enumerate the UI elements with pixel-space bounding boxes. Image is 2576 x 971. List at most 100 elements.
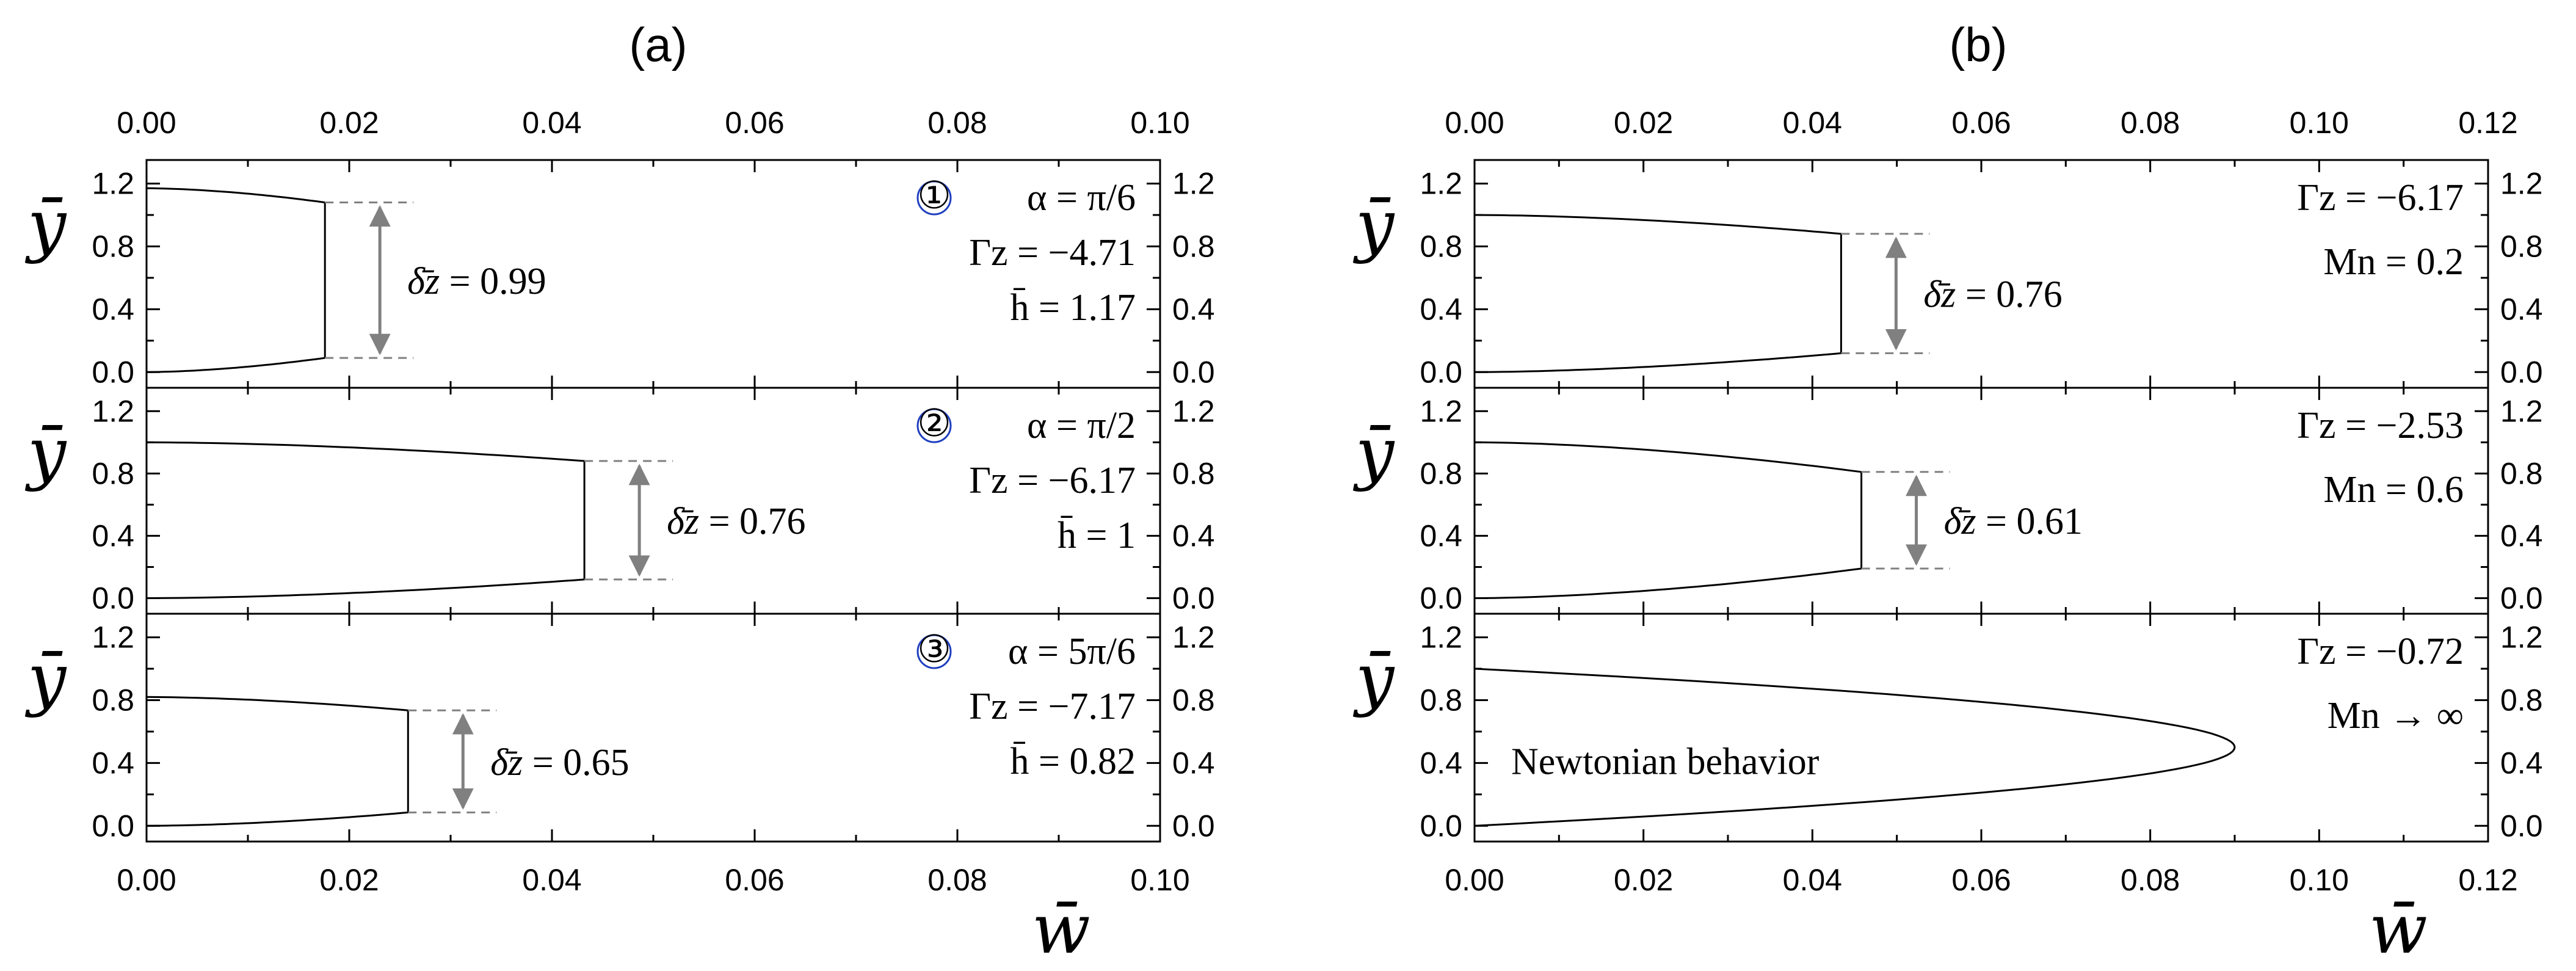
panel-b-subplot-2: 0.0 0.0 0.4 0.4 0.8 0.8 1.2 1.2 ȳ δ̄z = 0.61 Γz = … — [1352, 387, 2543, 615]
x-tick-label-bottom: 0.06 — [725, 863, 784, 897]
y-tick-label-right: 0.4 — [2500, 292, 2543, 326]
annotation-line: α = π/6 — [1027, 177, 1136, 219]
annotation-line: Γz = −0.72 — [2297, 631, 2464, 672]
plug-width-label: δ̄z = 0.76 — [1923, 274, 2062, 316]
y-tick-label-right: 0.4 — [1172, 518, 1215, 553]
x-tick-label-bottom: 0.12 — [2458, 863, 2517, 897]
x-tick-label-top: 0.12 — [2458, 106, 2517, 140]
y-tick-label-right: 1.2 — [1172, 167, 1215, 201]
marker-label: ② — [917, 403, 951, 445]
marker-circle — [916, 408, 952, 443]
x-tick-label-bottom: 0.06 — [1951, 863, 2011, 897]
panel-b-subplot-3: 0.0 0.0 0.4 0.4 0.8 0.8 1.2 1.2 ȳ Γz = −0.72 Mn → … — [1352, 613, 2543, 843]
y-tick-label-right: 0.0 — [2500, 355, 2543, 389]
velocity-profile-line — [146, 441, 586, 599]
x-tick-label-bottom: 0.04 — [1783, 863, 1842, 897]
y-tick-label-right: 0.8 — [1172, 456, 1215, 490]
x-tick-label-bottom: 0.04 — [522, 863, 581, 897]
plug-width-label: δ̄z = 0.76 — [667, 501, 805, 542]
marker-label: ③ — [917, 629, 951, 671]
x-tick-label-top: 0.06 — [725, 106, 784, 140]
y-tick-label-right: 1.2 — [2500, 167, 2543, 201]
y-tick-label-left: 0.4 — [92, 746, 134, 780]
plug-width-label: δ̄z = 0.65 — [490, 742, 629, 784]
y-tick-label-left: 0.4 — [92, 292, 134, 326]
y-tick-label-right: 0.8 — [2500, 683, 2543, 717]
panel-a-title: (a) — [629, 18, 687, 71]
x-tick-label-bottom: 0.10 — [2290, 863, 2349, 897]
y-tick-label-left: 1.2 — [92, 620, 134, 655]
y-tick-label-right: 1.2 — [1172, 394, 1215, 428]
x-tick-label-bottom: 0.10 — [1130, 863, 1189, 897]
y-tick-label-left: 1.2 — [1420, 394, 1462, 428]
y-tick-label-left: 0.4 — [1420, 292, 1462, 326]
marker-label: ① — [917, 175, 951, 217]
y-tick-label-right: 0.4 — [1172, 746, 1215, 780]
y-axis-label: ȳ — [24, 186, 67, 265]
y-tick-label-left: 0.0 — [92, 809, 134, 843]
x-tick-label-top: 0.06 — [1951, 106, 2011, 140]
x-tick-label-bottom: 0.02 — [1614, 863, 1673, 897]
y-axis-label: ȳ — [1352, 186, 1395, 265]
annotation-line: Γz = −6.17 — [2297, 177, 2464, 219]
annotation-line: Mn → ∞ — [2327, 695, 2464, 736]
y-tick-label-left: 1.2 — [1420, 167, 1462, 201]
velocity-profile-line — [1474, 214, 1842, 373]
y-tick-label-left: 0.8 — [1420, 683, 1462, 717]
y-tick-label-left: 0.0 — [1420, 809, 1462, 843]
y-tick-label-left: 0.0 — [92, 581, 134, 615]
y-tick-label-right: 0.0 — [1172, 809, 1215, 843]
x-tick-label-top: 0.10 — [2290, 106, 2349, 140]
y-tick-label-left: 0.8 — [1420, 456, 1462, 490]
y-tick-label-left: 1.2 — [92, 394, 134, 428]
panel-a-x-axis-label: w̄ — [1032, 890, 1090, 969]
x-tick-label-bottom: 0.08 — [927, 863, 987, 897]
y-tick-label-right: 0.0 — [1172, 355, 1215, 389]
x-tick-label-top: 0.00 — [1445, 106, 1504, 140]
annotation-line: Mn = 0.2 — [2323, 241, 2464, 283]
y-tick-label-left: 0.4 — [92, 518, 134, 553]
y-tick-label-left: 0.8 — [92, 229, 134, 263]
annotation-line: α = π/2 — [1027, 405, 1136, 446]
panel-a-subplot-2: 0.0 0.0 0.4 0.4 0.8 0.8 1.2 1.2 ȳ δ̄z = 0.76 α = π… — [24, 387, 1215, 615]
x-tick-label-top: 0.02 — [1614, 106, 1673, 140]
y-tick-label-left: 0.8 — [1420, 229, 1462, 263]
y-tick-label-right: 0.4 — [1172, 292, 1215, 326]
y-tick-label-right: 0.4 — [2500, 746, 2543, 780]
y-tick-label-left: 0.8 — [92, 456, 134, 490]
x-tick-label-top: 0.04 — [522, 106, 581, 140]
y-axis-label: ȳ — [24, 413, 67, 493]
x-tick-label-bottom: 0.00 — [117, 863, 176, 897]
y-tick-label-right: 0.0 — [2500, 581, 2543, 615]
y-tick-label-left: 0.4 — [1420, 746, 1462, 780]
velocity-profile-line — [146, 187, 326, 373]
y-tick-label-left: 1.2 — [1420, 620, 1462, 655]
y-tick-label-left: 0.8 — [92, 683, 134, 717]
panel-b-subplot-1: 0.0 0.0 0.4 0.4 0.8 0.8 1.2 1.2 ȳ δ̄z = 0.76 Γz = … — [1352, 159, 2543, 389]
y-tick-label-right: 0.4 — [2500, 518, 2543, 553]
y-tick-label-right: 0.0 — [2500, 809, 2543, 843]
x-tick-label-top: 0.04 — [1783, 106, 1842, 140]
x-tick-label-top: 0.02 — [319, 106, 379, 140]
newtonian-note: Newtonian behavior — [1511, 741, 1820, 782]
annotation-line: Γz = −2.53 — [2297, 405, 2464, 446]
y-tick-label-right: 0.0 — [1172, 581, 1215, 615]
y-axis-label: ȳ — [1352, 413, 1395, 493]
annotation-line: h̄ = 1.17 — [1010, 287, 1136, 329]
x-tick-label-top: 0.10 — [1130, 106, 1189, 140]
x-tick-label-top: 0.00 — [117, 106, 176, 140]
y-tick-label-right: 1.2 — [2500, 394, 2543, 428]
annotation-line: h̄ = 1 — [1058, 515, 1136, 556]
y-tick-label-left: 0.0 — [92, 355, 134, 389]
y-tick-label-right: 1.2 — [2500, 620, 2543, 655]
marker-circle — [916, 180, 952, 216]
y-tick-label-left: 1.2 — [92, 167, 134, 201]
panel-b-x-axis-label: w̄ — [2369, 890, 2428, 969]
panel-b: 0.0 0.0 0.4 0.4 0.8 0.8 1.2 1.2 ȳ δ̄z = 0.76 Γz = … — [1352, 106, 2543, 897]
velocity-profile-line — [1474, 667, 2236, 827]
y-axis-label: ȳ — [1352, 639, 1395, 719]
annotation-line: Γz = −4.71 — [969, 232, 1136, 274]
x-tick-label-bottom: 0.08 — [2121, 863, 2180, 897]
y-tick-label-left: 0.4 — [1420, 518, 1462, 553]
x-tick-label-top: 0.08 — [2121, 106, 2180, 140]
